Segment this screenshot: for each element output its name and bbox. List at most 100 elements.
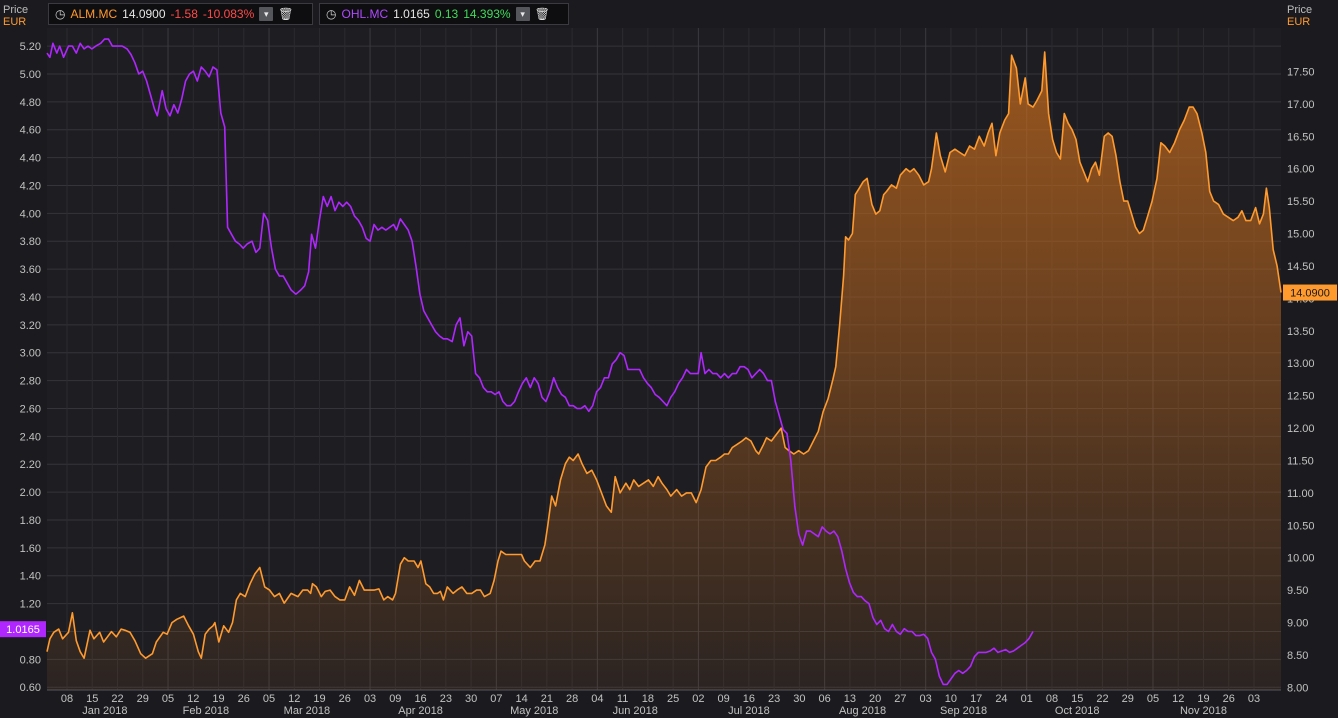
right-tick-label: 15.50 (1287, 196, 1315, 208)
alm-mc-line (46, 51, 1282, 659)
left-tick-label: 2.00 (20, 487, 41, 499)
x-day-label: 10 (945, 693, 957, 705)
left-tick-label: 3.80 (20, 236, 41, 248)
right-tick-label: 9.50 (1287, 585, 1308, 597)
x-day-label: 29 (137, 693, 149, 705)
x-month-label: Jul 2018 (728, 705, 770, 717)
x-day-label: 04 (591, 693, 603, 705)
x-day-label: 12 (187, 693, 199, 705)
ohl-last: 1.0165 (393, 7, 430, 21)
left-tick-label: 2.60 (20, 403, 41, 415)
left-tick-label: 4.40 (20, 153, 41, 165)
x-month-label: Nov 2018 (1180, 705, 1227, 717)
ohl-mc-line (46, 38, 1034, 686)
left-axis-title: Price EUR (3, 4, 29, 28)
left-tick-label: 2.20 (20, 459, 41, 471)
left-tick-label: 4.20 (20, 180, 41, 192)
right-tick-label: 8.00 (1287, 682, 1308, 694)
x-day-label: 01 (1021, 693, 1033, 705)
x-day-label: 02 (692, 693, 704, 705)
x-day-label: 22 (111, 693, 123, 705)
x-day-label: 07 (490, 693, 502, 705)
legend-alm[interactable]: ◷ ALM.MC 14.0900 -1.58 -10.083% ▾ 🗑 (48, 3, 313, 25)
left-tick-label: 1.20 (20, 599, 41, 611)
x-day-label: 05 (1147, 693, 1159, 705)
x-day-label: 19 (212, 693, 224, 705)
right-tick-label: 15.00 (1287, 229, 1315, 241)
x-day-label: 03 (1248, 693, 1260, 705)
x-day-label: 06 (819, 693, 831, 705)
right-current-tag: 14.0900 (1283, 284, 1337, 301)
trash-icon[interactable]: 🗑 (278, 7, 294, 21)
x-day-label: 08 (1046, 693, 1058, 705)
x-month-label: Apr 2018 (398, 705, 443, 717)
left-current-tag-bg (0, 621, 46, 638)
x-day-label: 23 (440, 693, 452, 705)
trash-icon[interactable]: 🗑 (534, 7, 550, 21)
alm-change: -1.58 (170, 7, 198, 21)
x-day-label: 17 (970, 693, 982, 705)
alm-pct: -10.083% (202, 7, 255, 21)
x-day-label: 26 (339, 693, 351, 705)
x-day-label: 21 (541, 693, 553, 705)
x-day-label: 03 (920, 693, 932, 705)
x-day-label: 09 (718, 693, 730, 705)
left-tick-label: 3.60 (20, 264, 41, 276)
right-current-tag-bg (1283, 284, 1337, 301)
clock-icon: ◷ (55, 7, 66, 21)
left-tick-label: 1.80 (20, 515, 41, 527)
right-tick-label: 11.00 (1287, 488, 1314, 500)
x-month-label: Aug 2018 (839, 705, 886, 717)
x-day-label: 13 (844, 693, 856, 705)
left-tick-label: 2.40 (20, 431, 41, 443)
x-day-label: 05 (162, 693, 174, 705)
right-tick-label: 17.50 (1287, 66, 1315, 78)
x-day-label: 22 (1096, 693, 1108, 705)
left-tick-label: 3.40 (20, 292, 41, 304)
right-axis-title: Price EUR (1287, 4, 1313, 28)
x-day-label: 12 (1172, 693, 1184, 705)
left-tick-label: 1.40 (20, 571, 41, 583)
x-day-label: 20 (869, 693, 881, 705)
right-tick-label: 16.00 (1287, 164, 1315, 176)
left-tick-label: 1.60 (20, 543, 41, 555)
x-day-label: 08 (61, 693, 73, 705)
chevron-down-icon[interactable]: ▾ (259, 7, 274, 21)
right-tick-label: 13.50 (1287, 326, 1315, 338)
x-month-label: Jun 2018 (613, 705, 658, 717)
alm-last: 14.0900 (122, 7, 166, 21)
left-tick-label: 4.80 (20, 97, 41, 109)
x-day-label: 26 (1223, 693, 1235, 705)
x-day-label: 09 (389, 693, 401, 705)
right-tick-label: 16.50 (1287, 131, 1315, 143)
alm-area (47, 52, 1281, 690)
left-tick-label: 5.20 (20, 41, 41, 53)
x-day-label: 27 (894, 693, 906, 705)
x-day-label: 19 (1197, 693, 1209, 705)
ohl-change: 0.13 (434, 7, 459, 21)
x-day-label: 11 (617, 693, 628, 705)
x-day-label: 23 (768, 693, 780, 705)
x-day-label: 26 (238, 693, 250, 705)
x-day-label: 28 (566, 693, 578, 705)
right-tick-label: 10.50 (1287, 520, 1315, 532)
x-month-label: Oct 2018 (1055, 705, 1100, 717)
legend-ohl[interactable]: ◷ OHL.MC 1.0165 0.13 14.393% ▾ 🗑 (319, 3, 569, 25)
x-month-label: Sep 2018 (940, 705, 987, 717)
right-tick-label: 9.00 (1287, 618, 1308, 630)
clock-icon: ◷ (326, 7, 337, 21)
right-tick-label: 10.00 (1287, 553, 1315, 565)
alm-symbol[interactable]: ALM.MC (70, 7, 118, 21)
ohl-pct: 14.393% (463, 7, 511, 21)
x-day-label: 16 (414, 693, 426, 705)
x-month-label: Feb 2018 (183, 705, 229, 717)
right-tick-label: 12.50 (1287, 391, 1315, 403)
left-tick-label: 2.80 (20, 376, 41, 388)
right-tick-label: 12.00 (1287, 423, 1315, 435)
chevron-down-icon[interactable]: ▾ (515, 7, 530, 21)
x-day-label: 15 (1071, 693, 1083, 705)
left-current-value: 1.0165 (6, 624, 40, 636)
ohl-symbol[interactable]: OHL.MC (341, 7, 389, 21)
x-day-label: 03 (364, 693, 376, 705)
